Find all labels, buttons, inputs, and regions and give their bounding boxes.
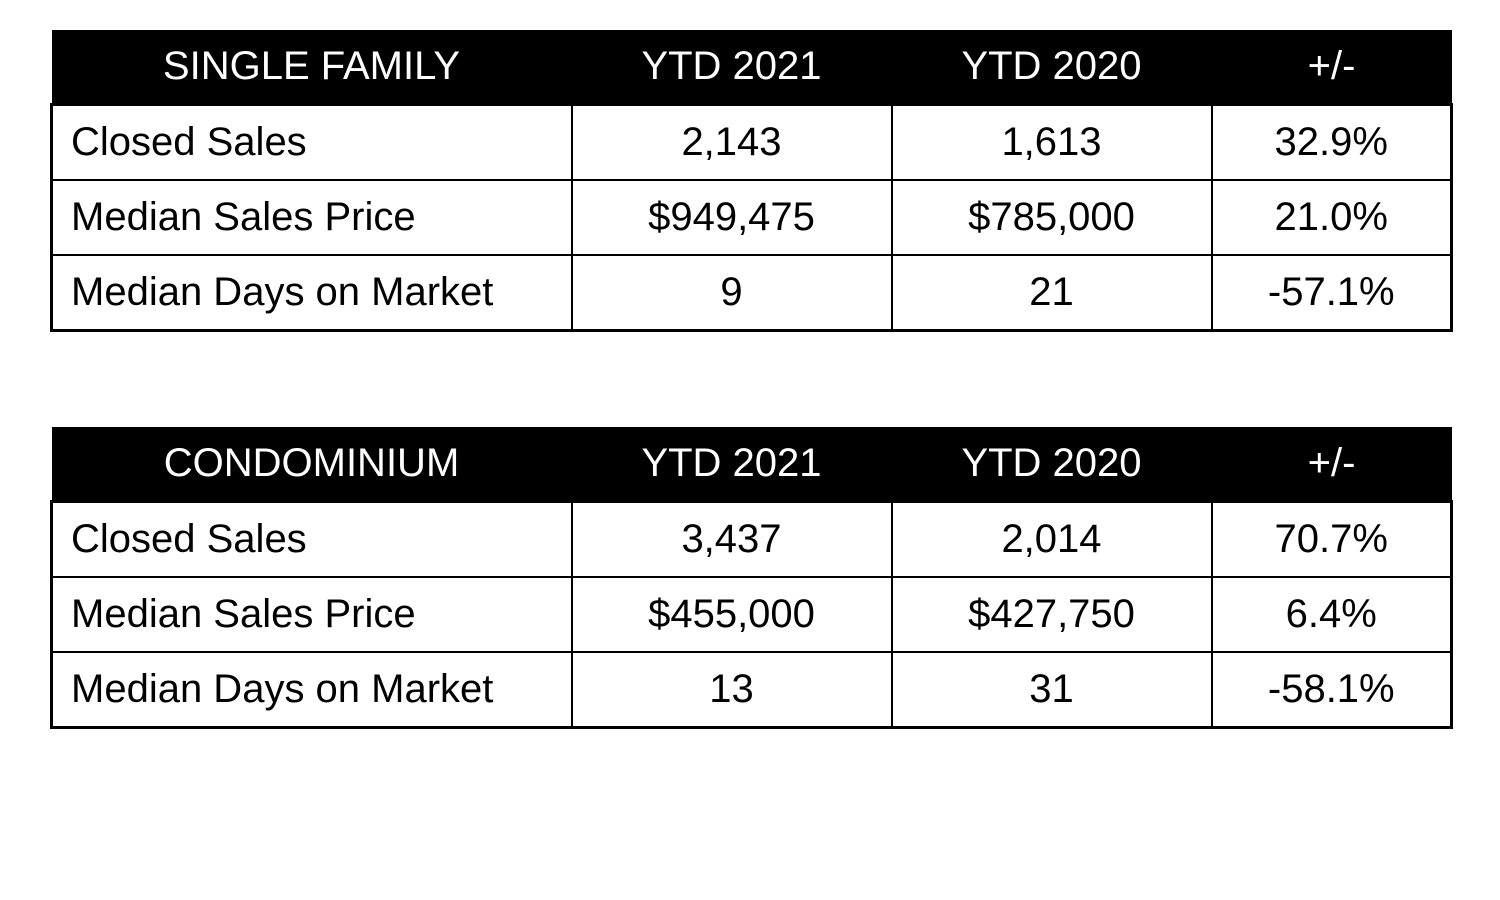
table-spacer	[50, 332, 1450, 427]
cell-delta: -58.1%	[1212, 652, 1452, 728]
table-header-row: SINGLE FAMILY YTD 2021 YTD 2020 +/-	[52, 30, 1452, 105]
row-label: Median Sales Price	[52, 180, 572, 255]
cell-delta: 6.4%	[1212, 577, 1452, 652]
cell-ytd2020: 21	[892, 255, 1212, 331]
condominium-table: CONDOMINIUM YTD 2021 YTD 2020 +/- Closed…	[50, 427, 1453, 729]
row-label: Median Sales Price	[52, 577, 572, 652]
table-row: Median Sales Price $949,475 $785,000 21.…	[52, 180, 1452, 255]
col-header-ytd2021: YTD 2021	[572, 30, 892, 105]
table-row: Closed Sales 2,143 1,613 32.9%	[52, 105, 1452, 181]
cell-ytd2021: 9	[572, 255, 892, 331]
cell-ytd2021: 13	[572, 652, 892, 728]
cell-delta: 32.9%	[1212, 105, 1452, 181]
cell-delta: 70.7%	[1212, 502, 1452, 578]
col-header-delta: +/-	[1212, 427, 1452, 502]
row-label: Median Days on Market	[52, 255, 572, 331]
row-label: Closed Sales	[52, 502, 572, 578]
table-row: Closed Sales 3,437 2,014 70.7%	[52, 502, 1452, 578]
table-row: Median Sales Price $455,000 $427,750 6.4…	[52, 577, 1452, 652]
table-header-row: CONDOMINIUM YTD 2021 YTD 2020 +/-	[52, 427, 1452, 502]
col-header-ytd2020: YTD 2020	[892, 30, 1212, 105]
cell-delta: 21.0%	[1212, 180, 1452, 255]
cell-ytd2021: 2,143	[572, 105, 892, 181]
cell-ytd2021: $455,000	[572, 577, 892, 652]
cell-ytd2020: 31	[892, 652, 1212, 728]
cell-ytd2021: 3,437	[572, 502, 892, 578]
table-row: Median Days on Market 9 21 -57.1%	[52, 255, 1452, 331]
table-title: SINGLE FAMILY	[52, 30, 572, 105]
cell-delta: -57.1%	[1212, 255, 1452, 331]
table-title: CONDOMINIUM	[52, 427, 572, 502]
cell-ytd2020: 1,613	[892, 105, 1212, 181]
cell-ytd2020: 2,014	[892, 502, 1212, 578]
cell-ytd2020: $427,750	[892, 577, 1212, 652]
cell-ytd2021: $949,475	[572, 180, 892, 255]
table-row: Median Days on Market 13 31 -58.1%	[52, 652, 1452, 728]
cell-ytd2020: $785,000	[892, 180, 1212, 255]
row-label: Median Days on Market	[52, 652, 572, 728]
col-header-ytd2020: YTD 2020	[892, 427, 1212, 502]
single-family-table: SINGLE FAMILY YTD 2021 YTD 2020 +/- Clos…	[50, 30, 1453, 332]
row-label: Closed Sales	[52, 105, 572, 181]
col-header-ytd2021: YTD 2021	[572, 427, 892, 502]
col-header-delta: +/-	[1212, 30, 1452, 105]
